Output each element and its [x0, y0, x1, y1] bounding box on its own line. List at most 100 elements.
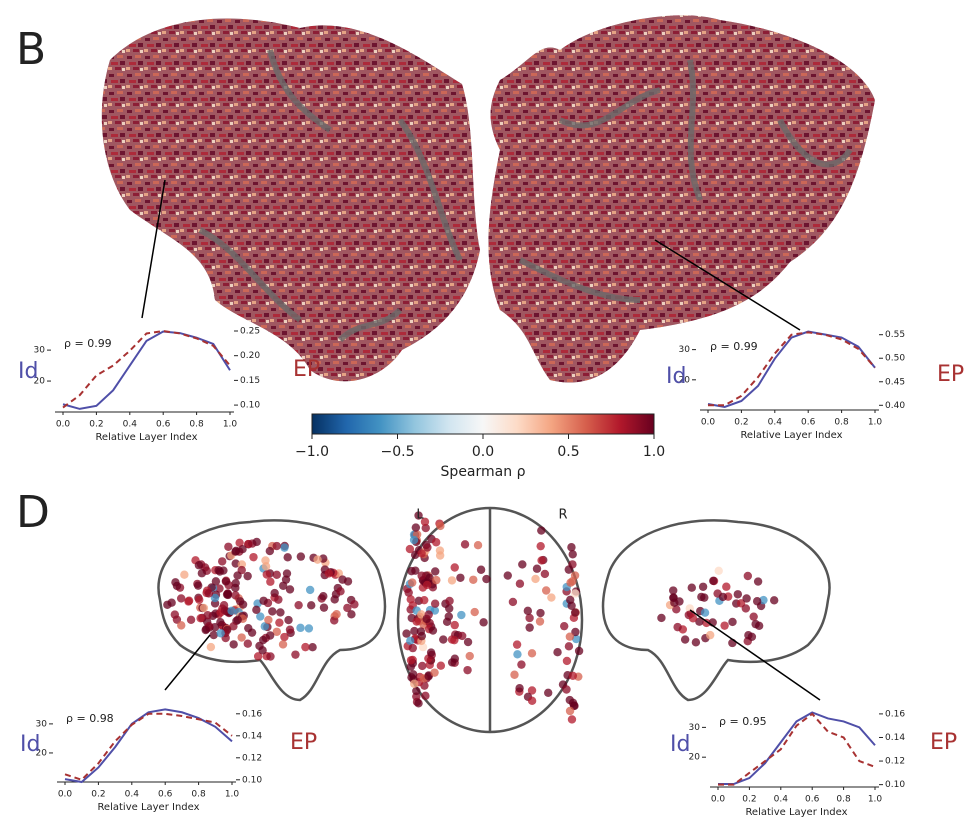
electrode [733, 590, 743, 599]
tick-label: −1.0 [295, 444, 329, 460]
electrode [463, 637, 473, 647]
electrode [276, 608, 285, 617]
electrode [560, 621, 569, 631]
electrode [330, 595, 339, 604]
electrode [411, 523, 421, 532]
electrode [262, 570, 271, 579]
x-tick-label: 1.0 [225, 790, 240, 800]
y2-tick-label: 0.16 [242, 709, 262, 719]
electrode [536, 541, 545, 551]
electrode [247, 628, 257, 637]
electrode [426, 648, 436, 657]
electrode [431, 538, 441, 547]
electrode [527, 696, 537, 706]
electrode [256, 612, 265, 621]
panel-label: D [16, 487, 50, 538]
x-tick-label: 0.8 [834, 418, 849, 428]
electrode [197, 569, 207, 578]
electrode [406, 656, 416, 665]
y2-tick-label: 0.14 [242, 731, 262, 741]
electrode [428, 626, 438, 635]
electrode [518, 560, 527, 569]
electrode [193, 581, 203, 590]
electrode [253, 652, 263, 661]
electrode [670, 598, 679, 607]
electrode [541, 586, 551, 595]
electrode [695, 617, 704, 626]
electrode [412, 617, 421, 626]
electrode [285, 625, 295, 634]
electrode [274, 595, 283, 604]
electrode [186, 615, 196, 624]
electrode [680, 635, 690, 644]
hemisphere-label: L [416, 508, 424, 523]
electrode [227, 606, 236, 615]
electrode [270, 588, 279, 598]
x-tick-label: 1.0 [868, 795, 883, 805]
y-tick-label: 20 [34, 377, 46, 387]
y2-tick-label: 0.25 [240, 326, 260, 336]
electrode [408, 578, 417, 587]
electrode [280, 543, 289, 552]
electrode [503, 571, 512, 580]
electrode [759, 595, 768, 605]
x-tick-label: 0.2 [89, 420, 103, 430]
electrode [445, 596, 454, 606]
electrode [243, 571, 252, 581]
electrode [728, 617, 737, 627]
electrode [319, 592, 328, 601]
electrode [450, 635, 459, 645]
electrode [567, 715, 577, 724]
electrode [430, 668, 439, 677]
electrode [482, 574, 491, 584]
electrode [547, 593, 556, 602]
electrode [479, 618, 488, 627]
electrode [176, 594, 186, 603]
y-tick-label: 30 [36, 719, 48, 729]
electrode [525, 613, 534, 623]
electrode [406, 636, 415, 646]
electrode [743, 571, 753, 581]
electrode [280, 632, 289, 642]
electrode [517, 660, 526, 669]
x-tick-label: 0.0 [711, 795, 726, 805]
electrode [566, 578, 575, 587]
electrode [418, 661, 427, 671]
electrode [457, 610, 466, 620]
electrode [568, 550, 577, 559]
x-axis-label: Relative Layer Index [745, 807, 847, 818]
series-label: Id [18, 359, 38, 384]
electrode [420, 517, 430, 526]
electrode [476, 565, 486, 574]
electrode [722, 582, 731, 591]
x-tick-label: 0.0 [701, 418, 716, 428]
y2-tick-label: 0.14 [885, 733, 905, 743]
electrode [171, 578, 180, 587]
electrode [439, 635, 448, 644]
electrode [215, 584, 224, 593]
electrode [272, 541, 281, 551]
electrode [424, 610, 433, 619]
electrode [177, 621, 186, 630]
x-tick-label: 0.8 [836, 795, 851, 805]
electrode [535, 617, 545, 626]
electrode [252, 537, 261, 547]
electrode [700, 593, 709, 602]
electrode [201, 625, 210, 635]
annotation: ρ = 0.98 [66, 712, 114, 725]
electrode [469, 575, 478, 584]
electrode [510, 670, 519, 679]
electrode [754, 621, 764, 630]
electrode [206, 642, 216, 652]
electrode [261, 562, 271, 571]
electrode [258, 646, 267, 655]
electrode [260, 622, 269, 631]
x-tick-label: 0.0 [58, 790, 73, 800]
electrode [402, 629, 411, 638]
x-tick-label: 0.8 [189, 420, 204, 430]
annotation: ρ = 0.99 [64, 337, 112, 350]
electrode [410, 679, 419, 688]
electrode [301, 642, 310, 652]
electrode [324, 569, 333, 578]
